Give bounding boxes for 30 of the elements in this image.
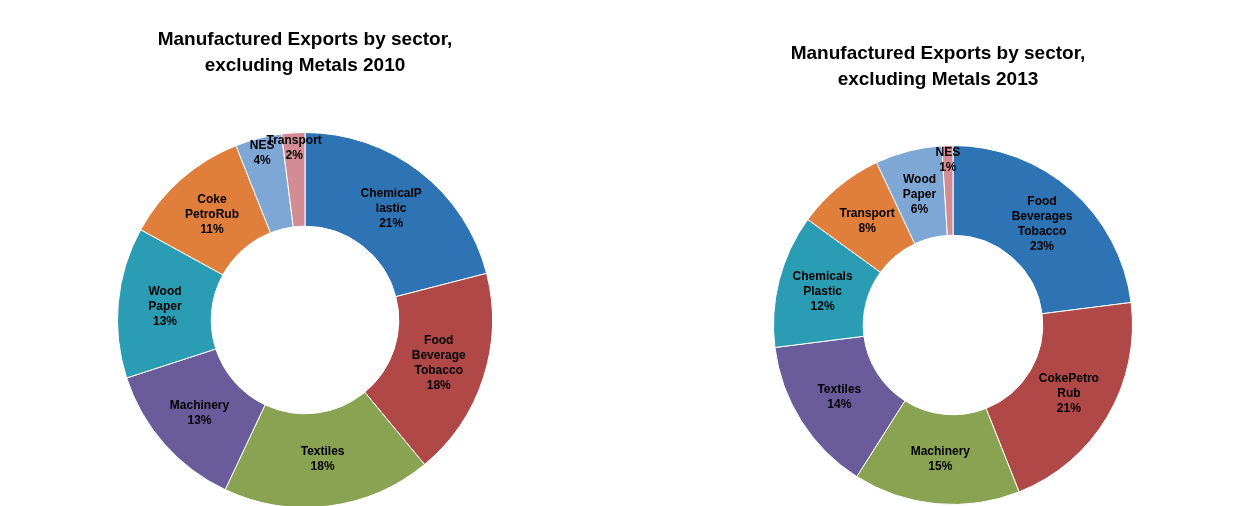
chart-title: Manufactured Exports by sector, excluding Metals 2013 xyxy=(789,41,1087,91)
data-label: 14% xyxy=(827,396,852,411)
slice-label: Machinery xyxy=(169,397,230,412)
slice-label: Textiles xyxy=(817,381,862,396)
data-label: 15% xyxy=(928,458,953,473)
slice-label: Wood Paper xyxy=(148,284,182,314)
data-label: 18% xyxy=(310,459,335,474)
data-label: 13% xyxy=(187,412,212,427)
data-label: 23% xyxy=(1030,238,1055,253)
data-label: 13% xyxy=(152,314,178,329)
slice-label: Textiles xyxy=(300,444,345,459)
slice-label: Wood Paper xyxy=(902,171,937,201)
slice-label: Food Beverages Tobacco xyxy=(1011,193,1073,238)
data-label: 2% xyxy=(285,147,304,162)
slice-label: Transport xyxy=(839,206,895,221)
slice-label: ChemicalP lastic xyxy=(360,186,422,216)
data-label: 18% xyxy=(426,378,452,393)
slice-label: Food Beverage Tobacco xyxy=(411,333,467,378)
slice-label: Machinery xyxy=(910,443,971,458)
data-label: 11% xyxy=(200,221,225,236)
slice-label: CokePetro Rub xyxy=(1038,370,1099,400)
data-label: 4% xyxy=(253,152,272,167)
data-label: 12% xyxy=(810,298,835,313)
slice-label: Chemicals Plastic xyxy=(792,268,853,298)
data-label: 21% xyxy=(379,216,404,231)
data-label: 21% xyxy=(1056,400,1082,415)
slice-label: Coke PetroRub xyxy=(185,191,239,221)
chart-title: Manufactured Exports by sector, excluding Metals 2010 xyxy=(156,27,454,77)
data-label: 6% xyxy=(910,201,929,216)
data-label: 8% xyxy=(858,221,877,236)
